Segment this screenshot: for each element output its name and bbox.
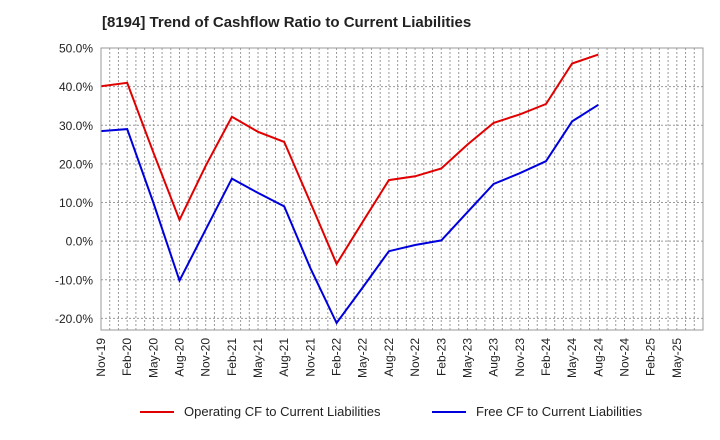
legend-label-free: Free CF to Current Liabilities <box>476 404 643 419</box>
series-lines <box>100 53 599 325</box>
x-tick-label: Aug-24 <box>591 338 605 377</box>
y-axis-ticks: 50.0% 40.0% 30.0% 20.0% 10.0% 0.0% -10.0% -20.0… <box>55 42 93 326</box>
y-tick-label: 40.0% <box>59 80 93 94</box>
y-tick-label: -20.0% <box>55 312 93 326</box>
x-tick-label: Nov-19 <box>94 338 108 377</box>
legend-swatch-operating <box>140 410 174 413</box>
x-tick-label: Nov-23 <box>513 338 527 377</box>
grid-lines <box>101 47 703 330</box>
x-tick-label: Feb-24 <box>539 338 553 376</box>
x-tick-label: Feb-23 <box>434 338 448 376</box>
x-tick-label: Aug-23 <box>487 338 501 377</box>
x-tick-label: Feb-21 <box>225 338 239 376</box>
series-line-1 <box>100 103 599 325</box>
series-line-0 <box>100 53 599 267</box>
x-tick-label: May-23 <box>460 338 474 378</box>
x-tick-label: May-22 <box>356 338 370 378</box>
x-tick-label: May-20 <box>146 338 160 378</box>
x-tick-label: Nov-20 <box>199 338 213 377</box>
x-tick-label: Aug-20 <box>173 338 187 377</box>
x-tick-label: Feb-25 <box>644 338 658 376</box>
x-tick-label: May-21 <box>251 338 265 378</box>
x-tick-label: Nov-21 <box>303 338 317 377</box>
x-tick-label: Nov-24 <box>617 338 631 377</box>
x-tick-label: Feb-22 <box>330 338 344 376</box>
y-tick-label: 50.0% <box>59 42 93 56</box>
x-tick-label: Aug-22 <box>382 338 396 377</box>
x-tick-label: May-25 <box>670 338 684 378</box>
x-tick-label: Nov-22 <box>408 338 422 377</box>
legend-item-operating: Operating CF to Current Liabilities <box>140 404 381 419</box>
y-tick-label: 30.0% <box>59 119 93 133</box>
legend-swatch-free <box>432 410 466 413</box>
x-tick-label: Aug-21 <box>277 338 291 377</box>
legend-label-operating: Operating CF to Current Liabilities <box>184 404 381 419</box>
y-tick-label: 20.0% <box>59 157 93 171</box>
x-axis-ticks: Nov-19 Feb-20 May-20 Aug-20 Nov-20 Feb-21 May-… <box>94 338 684 378</box>
plot-frame <box>100 47 704 331</box>
y-tick-label: -10.0% <box>55 273 93 287</box>
y-tick-label: 10.0% <box>59 196 93 210</box>
legend-item-free: Free CF to Current Liabilities <box>432 404 642 419</box>
chart-title: [8194] Trend of Cashflow Ratio to Curren… <box>102 14 472 31</box>
x-tick-label: May-24 <box>565 338 579 378</box>
x-tick-label: Feb-20 <box>120 338 134 376</box>
y-tick-label: 0.0% <box>66 235 94 249</box>
